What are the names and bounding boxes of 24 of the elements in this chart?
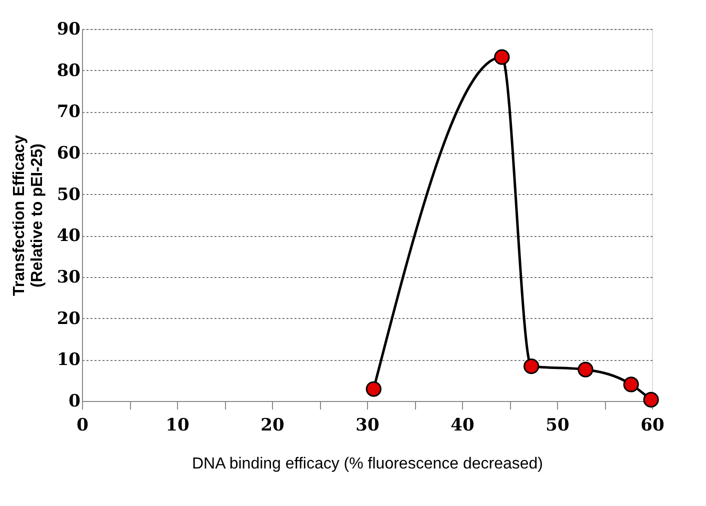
point	[623, 376, 639, 392]
y-axis-title: Transfection Efficacy (Relative to pEI-25)	[10, 134, 46, 296]
y-tick-label: 10	[56, 350, 81, 370]
y-tick-label: 70	[56, 102, 81, 122]
point	[366, 381, 382, 397]
x-tick-label: 20	[260, 416, 284, 436]
point	[524, 358, 540, 374]
point	[494, 49, 510, 65]
y-tick-label: 40	[56, 226, 81, 246]
y-tick-label: 30	[56, 268, 81, 288]
x-tick-label: 10	[166, 416, 190, 436]
x-tick-label: 60	[640, 416, 664, 436]
y-tick-label: 60	[56, 144, 81, 164]
x-tick-label: 50	[546, 416, 570, 436]
y-tick-label: 20	[56, 308, 81, 329]
x-tick-label: 30	[356, 416, 380, 436]
point	[578, 362, 594, 378]
y-tick-label: 90	[56, 20, 81, 40]
x-tick-label: 40	[450, 416, 474, 436]
y-tick-label: 50	[56, 184, 81, 205]
y-tick-label: 0	[68, 392, 81, 412]
point	[643, 392, 659, 408]
y-tick-label: 80	[56, 60, 81, 81]
x-axis-title: DNA binding efficacy (% fluorescence decreased)	[192, 456, 543, 472]
